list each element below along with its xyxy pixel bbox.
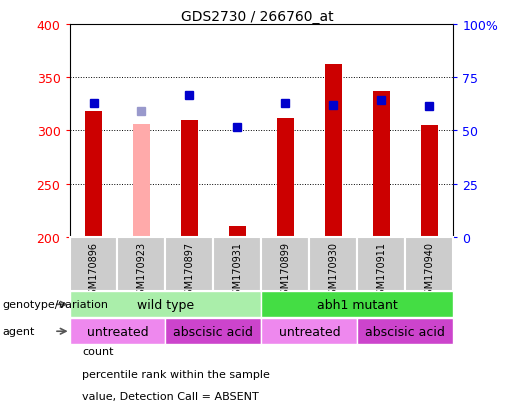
Bar (181, 121, 198, 237)
Bar (421, 126, 438, 237)
Bar (405, 237, 453, 291)
Bar (357, 318, 453, 344)
Text: GSM170911: GSM170911 (376, 242, 386, 301)
Text: abh1 mutant: abh1 mutant (317, 298, 398, 311)
Text: count: count (82, 346, 114, 356)
Bar (261, 292, 453, 318)
Text: abscisic acid: abscisic acid (174, 325, 253, 338)
Bar (70, 318, 165, 344)
Bar (133, 125, 150, 237)
Bar (357, 237, 405, 291)
Text: GSM170897: GSM170897 (184, 242, 195, 301)
Bar (117, 237, 165, 291)
Bar (310, 237, 357, 291)
Text: GSM170899: GSM170899 (280, 242, 290, 301)
Text: GSM170896: GSM170896 (89, 242, 98, 301)
Text: GSM170931: GSM170931 (232, 242, 243, 301)
Bar (277, 119, 294, 237)
Bar (261, 318, 357, 344)
Text: wild type: wild type (137, 298, 194, 311)
Text: percentile rank within the sample: percentile rank within the sample (82, 369, 270, 379)
Text: GSM170940: GSM170940 (424, 242, 434, 301)
Text: value, Detection Call = ABSENT: value, Detection Call = ABSENT (82, 392, 259, 401)
Bar (213, 237, 261, 291)
Text: genotype/variation: genotype/variation (3, 299, 109, 310)
Text: GDS2730 / 266760_at: GDS2730 / 266760_at (181, 10, 334, 24)
Bar (261, 237, 310, 291)
Text: abscisic acid: abscisic acid (365, 325, 445, 338)
Bar (229, 227, 246, 237)
Bar (85, 112, 102, 237)
Bar (165, 237, 213, 291)
Bar (165, 318, 261, 344)
Bar (325, 65, 341, 237)
Text: GSM170930: GSM170930 (328, 242, 338, 301)
Text: agent: agent (3, 326, 35, 337)
Bar (373, 92, 390, 237)
Text: GSM170923: GSM170923 (136, 242, 146, 301)
Bar (70, 237, 117, 291)
Text: untreated: untreated (279, 325, 340, 338)
Bar (70, 292, 261, 318)
Text: untreated: untreated (87, 325, 148, 338)
